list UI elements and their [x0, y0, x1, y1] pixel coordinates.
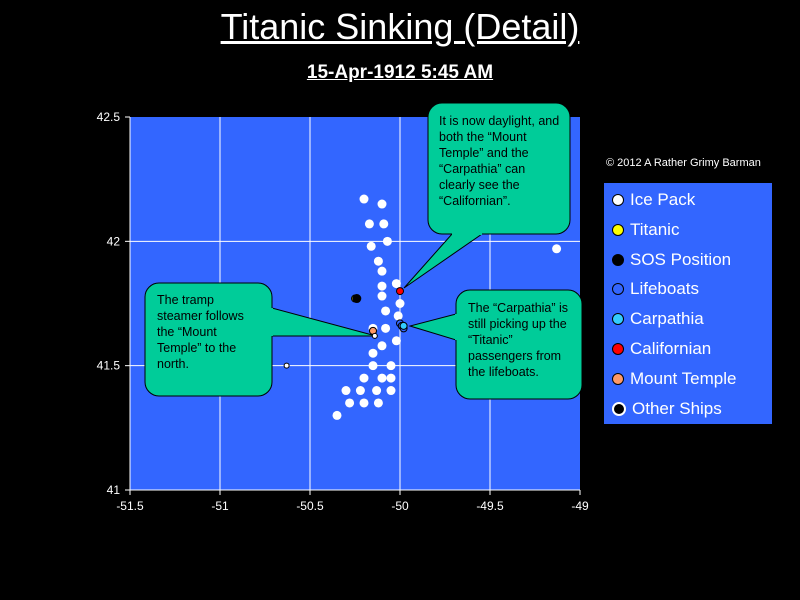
- ice-pack-point: [359, 194, 369, 204]
- callout-shapes: [144, 102, 583, 400]
- callout-daylight-shape: [403, 102, 571, 289]
- ice-pack-point: [355, 386, 365, 396]
- ice-pack-point: [393, 311, 403, 321]
- legend-label: Carpathia: [630, 309, 704, 329]
- ice-pack-point: [377, 199, 387, 209]
- ice-pack-point: [366, 241, 376, 251]
- legend-item-other-ships: Other Ships: [612, 396, 722, 422]
- ice-pack-point: [368, 361, 378, 371]
- legend-item-californian: Californian: [612, 336, 711, 362]
- ice-pack-point: [372, 386, 382, 396]
- other-ships-point: [283, 362, 290, 369]
- ice-pack-point: [368, 348, 378, 358]
- y-tick-label: 41: [107, 483, 121, 497]
- ice-pack-point: [377, 341, 387, 351]
- legend-marker: [612, 253, 624, 266]
- legend-marker: [612, 313, 624, 326]
- callout-daylight: It is now daylight, and both the “Mount …: [439, 114, 560, 208]
- ice-pack-point: [345, 398, 355, 408]
- y-tick-label: 41.5: [97, 359, 121, 373]
- californian-point: [396, 287, 404, 296]
- y-tick-label: 42.5: [97, 110, 121, 124]
- ice-pack-point: [373, 256, 383, 266]
- legend-item-mount-temple: Mount Temple: [612, 366, 736, 392]
- x-tick-label: -51: [211, 499, 229, 513]
- ice-pack-point: [377, 281, 387, 291]
- ice-pack-point: [341, 386, 351, 396]
- legend-item-ice-pack: Ice Pack: [612, 187, 695, 213]
- ice-pack-point: [377, 266, 387, 276]
- ice-pack-point: [381, 306, 391, 316]
- copyright-notice: © 2012 A Rather Grimy Barman: [606, 157, 761, 169]
- legend-marker: [612, 194, 624, 206]
- x-tick-label: -49.5: [476, 499, 504, 513]
- legend-item-titanic: Titanic: [612, 217, 679, 243]
- chart-subtitle: 15-Apr-1912 5:45 AM: [306, 62, 494, 83]
- legend-marker: [612, 283, 624, 296]
- ice-pack-point: [377, 291, 387, 301]
- legend-marker: [612, 223, 624, 236]
- legend-item-carpathia: Carpathia: [612, 306, 704, 332]
- ice-pack-point: [359, 373, 369, 383]
- legend-label: Other Ships: [632, 398, 722, 418]
- ice-pack-point: [382, 236, 392, 246]
- legend-label: Mount Temple: [630, 368, 737, 388]
- y-tick-label: 42: [107, 234, 121, 248]
- ice-pack-point: [552, 244, 562, 254]
- axes: [125, 116, 581, 495]
- legend-item-sos-position: SOS Position: [612, 247, 731, 273]
- legend-marker: [612, 401, 626, 416]
- sos-position-point: [352, 294, 362, 304]
- legend-marker: [612, 343, 624, 355]
- callout-tramp-steamer-shape: [144, 282, 377, 397]
- legend: Ice Pack Titanic SOS Position Lifeboats Carp…: [604, 183, 772, 424]
- legend-label: SOS Position: [630, 249, 732, 269]
- ice-pack-point: [359, 398, 369, 408]
- chart-title: Titanic Sinking (Detail): [220, 6, 580, 47]
- ice-pack-point: [377, 373, 387, 383]
- legend-label: Ice Pack: [630, 190, 696, 209]
- ice-pack-point: [332, 410, 342, 420]
- callout-tramp-steamer: The tramp steamer follows the “Mount Tem…: [157, 293, 244, 371]
- ice-pack-point: [391, 336, 401, 346]
- x-tick-label: -49: [571, 499, 589, 513]
- ice-pack-point: [373, 398, 383, 408]
- x-tick-label: -50.5: [296, 499, 324, 513]
- data-points: [283, 194, 562, 420]
- legend-label: Titanic: [630, 219, 680, 239]
- legend-item-lifeboats: Lifeboats: [612, 276, 699, 302]
- tick-labels: -51.5 -51 -50.5 -50 -49.5 -49 41 41.5 42 42.5: [97, 110, 589, 513]
- ice-pack-point: [364, 219, 374, 229]
- ice-pack-point: [379, 219, 389, 229]
- legend-label: Lifeboats: [630, 279, 699, 299]
- legend-label: Californian: [630, 339, 712, 358]
- ice-pack-point: [386, 386, 396, 396]
- ice-pack-point: [381, 323, 391, 333]
- legend-marker: [612, 372, 624, 385]
- ice-pack-point: [386, 361, 396, 371]
- carpathia-point: [399, 321, 408, 330]
- x-tick-label: -51.5: [116, 499, 144, 513]
- ice-pack-point: [386, 373, 396, 383]
- ice-pack-point: [391, 279, 401, 289]
- x-tick-label: -50: [391, 499, 409, 513]
- ice-pack-point: [395, 299, 405, 308]
- callout-carpathia: The “Carpathia” is still picking up the …: [468, 301, 569, 379]
- other-ships-point: [371, 332, 378, 339]
- callout-carpathia-shape: [408, 289, 583, 400]
